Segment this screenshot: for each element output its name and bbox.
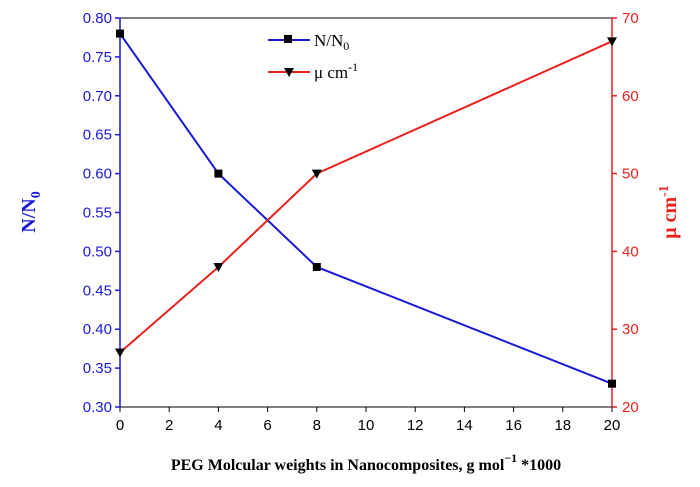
x-axis-title: PEG Molcular weights in Nanocomposites, … xyxy=(171,451,561,474)
series-layer xyxy=(115,29,617,388)
right-tick-label: 50 xyxy=(622,166,639,183)
left-tick-label: 0.55 xyxy=(83,205,112,222)
left-tick-label: 0.30 xyxy=(83,399,112,416)
right-tick-label: 20 xyxy=(622,399,639,416)
right-tick-label: 70 xyxy=(622,10,639,27)
series-0-point xyxy=(214,169,223,178)
right-tick-label: 60 xyxy=(622,88,639,105)
series-1-point xyxy=(115,348,125,358)
x-tick-label: 20 xyxy=(604,417,621,434)
x-tick-label: 16 xyxy=(505,417,522,434)
right-tick-label: 30 xyxy=(622,321,639,338)
left-tick-label: 0.70 xyxy=(83,88,112,105)
legend-label-n-n0-sub: 0 xyxy=(343,39,349,53)
legend-label-mu-sup: -1 xyxy=(348,60,358,74)
legend-label-n-n0-main: N/N xyxy=(314,31,343,50)
x-tick-label: 14 xyxy=(456,417,473,434)
x-tick-label: 12 xyxy=(407,417,424,434)
right-axis-title-sup: -1 xyxy=(657,185,672,197)
plot-area-frame xyxy=(119,17,613,408)
left-axis-title: N/N0 xyxy=(18,191,44,232)
left-tick-label: 0.75 xyxy=(83,49,112,66)
left-tick-label: 0.50 xyxy=(83,243,112,260)
series-line-0 xyxy=(119,32,613,385)
legend-label-mu: μ cm-1 xyxy=(314,60,358,82)
left-axis-ticks: 0.30 0.35 0.40 0.45 0.50 0.55 0.60 0.65 0.70 0.75… xyxy=(83,10,120,416)
left-axis-title-sub: 0 xyxy=(29,191,44,198)
left-tick-label: 0.40 xyxy=(83,321,112,338)
x-tick-label: 4 xyxy=(214,417,222,434)
left-tick-label: 0.45 xyxy=(83,282,112,299)
series-1-point xyxy=(311,169,322,179)
left-tick-label: 0.35 xyxy=(83,360,112,377)
x-axis-title-tail: *1000 xyxy=(517,457,561,474)
right-tick-label: 40 xyxy=(622,243,639,260)
left-axis-title-main: N/N xyxy=(18,198,40,233)
series-line-1 xyxy=(119,40,613,354)
right-axis-ticks: 20 30 40 50 60 70 xyxy=(612,10,639,416)
series-0-point xyxy=(608,379,616,388)
x-axis-title-main: PEG Molcular weights in Nanocomposites, … xyxy=(171,457,505,474)
x-axis-ticks: 0 2 4 6 8 10 12 14 16 18 20 xyxy=(116,407,621,434)
x-tick-label: 2 xyxy=(165,417,173,434)
legend-marker-n-n0 xyxy=(284,35,292,43)
left-tick-label: 0.80 xyxy=(83,10,112,27)
legend-label-n-n0: N/N0 xyxy=(314,31,349,53)
right-axis-title-main: μ cm xyxy=(659,197,681,239)
left-tick-label: 0.65 xyxy=(83,127,112,144)
series-0-point xyxy=(116,29,124,38)
left-tick-label: 0.60 xyxy=(83,166,112,183)
series-0-point xyxy=(312,262,321,271)
right-axis-title: μ cm-1 xyxy=(657,185,681,239)
x-tick-label: 8 xyxy=(313,417,321,434)
legend: N/N0 μ cm-1 xyxy=(268,31,358,82)
x-tick-label: 10 xyxy=(358,417,375,434)
legend-label-mu-main: μ cm xyxy=(314,63,348,82)
series-1-point xyxy=(213,262,224,272)
x-tick-label: 0 xyxy=(116,417,124,434)
legend-marker-mu xyxy=(284,68,294,77)
x-axis-title-sup: −1 xyxy=(504,451,517,465)
series-1-point xyxy=(607,37,617,47)
x-tick-label: 6 xyxy=(263,417,271,434)
x-tick-label: 18 xyxy=(554,417,571,434)
